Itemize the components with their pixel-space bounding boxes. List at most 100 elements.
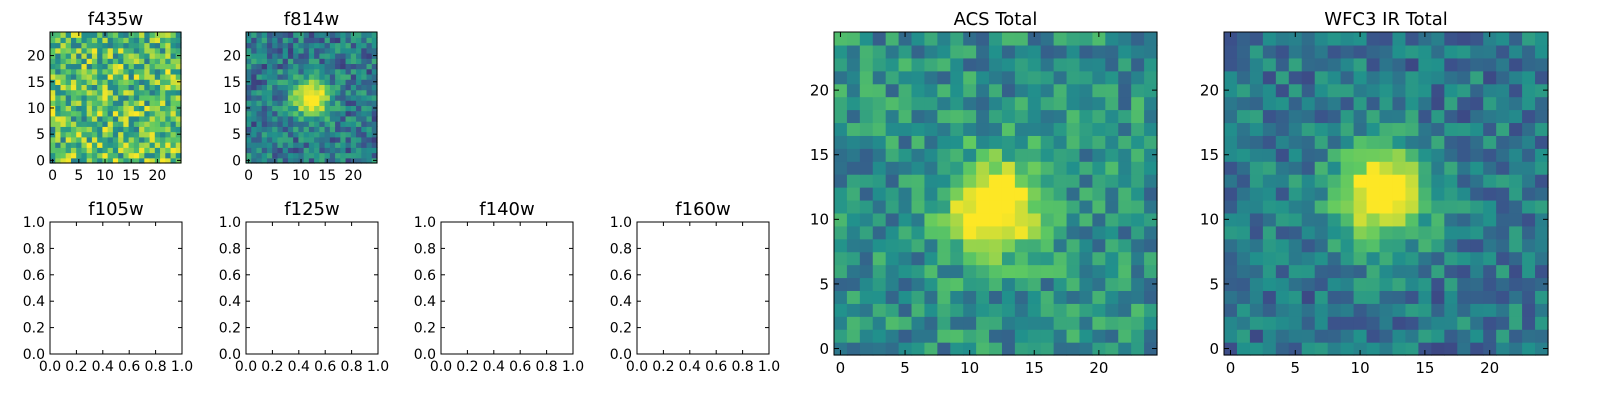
heatmap-cell <box>1079 342 1093 356</box>
heatmap-cell <box>251 152 258 159</box>
heatmap-cell <box>81 68 88 75</box>
heatmap-cell <box>356 105 362 112</box>
heatmap-cell <box>1131 277 1145 291</box>
heatmap-cell <box>1027 264 1042 279</box>
heatmap-cell <box>1040 57 1055 72</box>
x-tick-label: 10 <box>960 359 979 377</box>
axes-frame <box>1223 31 1549 356</box>
heatmap-cell <box>133 73 140 80</box>
heatmap-cell <box>324 47 331 54</box>
heatmap-cell <box>65 152 72 159</box>
heatmap-cell <box>256 152 263 159</box>
heatmap-cell <box>1053 174 1068 188</box>
heatmap-cell <box>154 152 161 159</box>
heatmap-cell <box>1144 251 1158 266</box>
heatmap-cell <box>133 126 140 133</box>
heatmap-cell <box>976 135 990 149</box>
heatmap-cell <box>1431 238 1445 253</box>
heatmap-cell <box>154 131 161 138</box>
heatmap-cell <box>165 126 172 133</box>
heatmap-cell <box>1405 290 1419 304</box>
heatmap-cell <box>1014 109 1029 124</box>
heatmap-cell <box>350 63 357 70</box>
heatmap-cell <box>1301 290 1316 304</box>
heatmap-cell <box>246 37 252 44</box>
heatmap-cell <box>1522 83 1536 98</box>
heatmap-cell <box>1001 70 1016 85</box>
heatmap-cell <box>1105 32 1119 46</box>
heatmap-cell <box>1353 316 1368 330</box>
heatmap-cell <box>1288 316 1303 330</box>
heatmap-cell <box>154 136 161 143</box>
heatmap-cell <box>144 152 151 159</box>
heatmap-cell <box>154 147 161 154</box>
heatmap-cell <box>340 152 347 159</box>
heatmap-cell <box>170 152 177 159</box>
heatmap-cell <box>340 147 347 154</box>
heatmap-cell <box>1496 316 1510 330</box>
heatmap-cell <box>293 42 299 49</box>
heatmap-cell <box>340 136 347 143</box>
heatmap-cell <box>308 73 315 80</box>
heatmap-cells <box>246 32 378 164</box>
heatmap-cell <box>366 73 373 80</box>
heatmap-cell <box>1509 83 1523 98</box>
heatmap-cell <box>1001 96 1016 111</box>
heatmap-cell <box>1366 57 1381 72</box>
heatmap-cell <box>1522 161 1536 175</box>
heatmap-cell <box>1405 277 1419 291</box>
heatmap-cell <box>97 142 103 148</box>
heatmap-cell <box>308 52 315 59</box>
heatmap-cell <box>356 32 362 38</box>
heatmap-cell <box>170 136 177 143</box>
heatmap-cell <box>139 42 145 49</box>
heatmap-cell <box>1392 44 1407 59</box>
heatmap-cell <box>261 105 268 112</box>
heatmap-cell <box>911 290 926 304</box>
heatmap-cell <box>1040 251 1055 266</box>
heatmap-cell <box>1327 316 1342 330</box>
heatmap-cell <box>1144 109 1158 124</box>
heatmap-cell <box>963 174 977 188</box>
x-tick-label: 0.8 <box>340 359 362 375</box>
heatmap-cell <box>1496 187 1510 201</box>
heatmap-cell <box>1496 96 1510 111</box>
heatmap-cell <box>112 68 119 75</box>
heatmap-cell <box>1392 70 1407 85</box>
heatmap-cell <box>139 73 145 80</box>
heatmap-cell <box>70 37 77 44</box>
x-tick-label: 5 <box>270 168 279 184</box>
heatmap-cell <box>335 68 341 75</box>
heatmap-cell <box>65 68 72 75</box>
heatmap-cell <box>128 79 135 85</box>
heatmap-cell <box>1262 135 1277 149</box>
heatmap-cell <box>1105 135 1119 149</box>
heatmap-cell <box>1392 83 1407 98</box>
heatmap-cell <box>846 199 861 214</box>
heatmap-cell <box>133 84 140 91</box>
x-tick-label: 0.2 <box>652 359 674 375</box>
heatmap-cell <box>924 44 938 59</box>
heatmap-cell <box>1224 161 1238 175</box>
heatmap-cell <box>319 89 326 96</box>
heatmap-cell <box>1224 148 1238 162</box>
heatmap-cell <box>1079 96 1093 111</box>
heatmap-cell <box>950 109 964 124</box>
heatmap-cell <box>277 52 284 59</box>
heatmap-cell <box>1327 161 1342 175</box>
heatmap-cell <box>356 42 362 49</box>
heatmap-cell <box>885 290 900 304</box>
heatmap-cell <box>1066 238 1081 253</box>
heatmap-cell <box>340 84 347 91</box>
heatmap-cell <box>329 136 336 143</box>
heatmap-cell <box>371 58 378 65</box>
heatmap-cell <box>314 121 320 127</box>
heatmap-cell <box>1418 290 1432 304</box>
heatmap-cell <box>335 89 341 96</box>
heatmap-cell <box>329 32 336 38</box>
heatmap-cell <box>1236 57 1251 72</box>
heatmap-cell <box>1144 303 1158 317</box>
heatmap-cell <box>1418 251 1432 266</box>
heatmap-cell <box>50 89 56 96</box>
heatmap-cell <box>834 329 848 343</box>
